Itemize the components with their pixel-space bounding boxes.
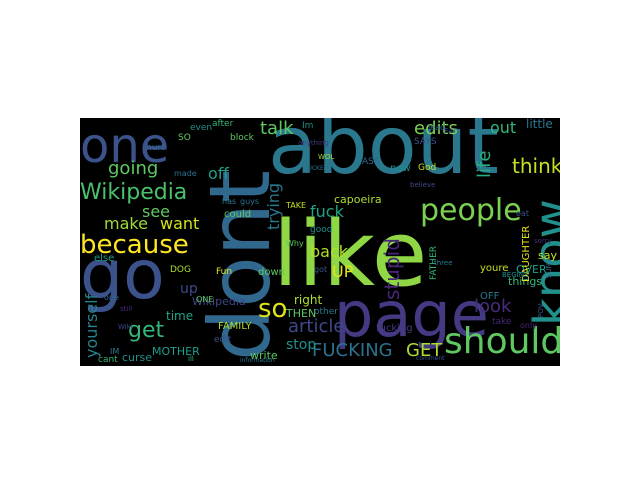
word-say: say bbox=[538, 249, 557, 262]
word-like: like bbox=[273, 202, 428, 307]
word-think: think bbox=[512, 154, 560, 178]
word-other: other bbox=[314, 307, 338, 317]
word-ass: ASS bbox=[362, 157, 380, 167]
word-page: page bbox=[334, 278, 489, 351]
word-off-caps: OFF bbox=[480, 291, 500, 302]
word-over: OVER bbox=[516, 263, 547, 276]
word-take-caps: TAKE bbox=[286, 201, 307, 210]
word-im-caps: IM bbox=[110, 347, 120, 356]
word-block: block bbox=[230, 133, 254, 143]
word-made: made bbox=[174, 169, 197, 178]
word-then: THEN bbox=[286, 307, 317, 320]
word-good: good bbox=[310, 225, 333, 235]
word-eat-caps: still bbox=[120, 305, 133, 313]
word-edit: edit bbox=[214, 335, 232, 345]
word-cant: cant bbox=[98, 355, 118, 365]
word-fuck: fuck bbox=[310, 202, 344, 221]
word-life: life bbox=[474, 150, 495, 178]
word-got: got bbox=[314, 265, 328, 274]
word-still: Wiki bbox=[118, 323, 133, 331]
word-wikipedia: Wikipedia bbox=[80, 180, 188, 205]
word-wol: Why bbox=[286, 239, 304, 248]
word-guys: guys bbox=[240, 197, 260, 206]
word-youre: youre bbox=[480, 263, 509, 274]
word-little: little bbox=[526, 118, 553, 131]
word-so: so bbox=[258, 294, 288, 324]
word-three: EAT bbox=[444, 127, 457, 135]
word-make: make bbox=[104, 214, 148, 233]
word-now: now bbox=[390, 163, 411, 174]
word-should: should bbox=[444, 321, 560, 362]
word-only: only bbox=[520, 321, 537, 330]
word-go: go bbox=[80, 236, 165, 315]
word-anything: FUCKED bbox=[304, 165, 329, 172]
word-time: time bbox=[166, 309, 194, 323]
word-cloud-canvas: like dont about page go know one should … bbox=[80, 118, 560, 366]
word-capoeira: capoeira bbox=[334, 193, 382, 206]
word-believe: believe bbox=[410, 181, 436, 189]
word-fucked: three bbox=[434, 259, 453, 267]
word-lead: lead bbox=[428, 123, 446, 132]
word-trying: trying bbox=[264, 182, 283, 230]
word-else: else bbox=[94, 253, 115, 264]
word-mother: MOTHER bbox=[152, 345, 200, 358]
word-information: comment bbox=[416, 355, 445, 362]
word-one: one bbox=[80, 118, 170, 174]
word-take: take bbox=[492, 317, 512, 327]
word-comment: ill bbox=[188, 355, 194, 363]
word-dog: DOG bbox=[170, 265, 191, 275]
word-back: back bbox=[310, 242, 349, 261]
word-yourself: yourself bbox=[82, 293, 101, 358]
word-out: out bbox=[490, 118, 517, 137]
word-edits: edits bbox=[414, 118, 458, 139]
word-write: write bbox=[250, 349, 278, 362]
word-means: information bbox=[240, 357, 275, 364]
word-after: after bbox=[212, 119, 234, 129]
word-pov: WOL bbox=[318, 153, 335, 161]
word-people: people bbox=[420, 193, 522, 228]
word-suns: POV bbox=[537, 303, 545, 318]
word-things: things bbox=[508, 275, 543, 288]
word-so-caps: SO bbox=[178, 133, 191, 143]
word-ill: anything bbox=[298, 139, 329, 147]
word-says: SAYS bbox=[414, 137, 437, 147]
word-talk: talk bbox=[260, 118, 294, 139]
word-one-caps: ONE bbox=[196, 295, 214, 304]
word-why: has bbox=[222, 197, 237, 206]
word-stop: stop bbox=[286, 337, 317, 353]
word-family: FAMILY bbox=[218, 321, 252, 332]
word-up: up bbox=[180, 281, 198, 297]
word-curse: curse bbox=[122, 351, 153, 364]
word-even: even bbox=[190, 123, 213, 133]
word-wiki: BEGINS bbox=[502, 271, 529, 279]
word-hurt: hurt bbox=[146, 143, 165, 153]
word-about: about bbox=[268, 118, 499, 192]
word-down: down bbox=[258, 267, 285, 278]
word-see: see bbox=[142, 202, 171, 221]
word-article: article bbox=[288, 316, 345, 337]
word-one-small: one bbox=[104, 293, 119, 302]
word-fucking: fucking bbox=[376, 323, 413, 334]
word-up-caps: UP bbox=[332, 262, 354, 281]
word-wikipedia-lower: Wikipedia bbox=[192, 295, 246, 308]
word-fun: Fun bbox=[216, 267, 233, 277]
word-off: off bbox=[208, 164, 229, 183]
word-begins: SUNS bbox=[545, 258, 553, 278]
word-fucking-caps: FUCKING bbox=[312, 340, 393, 361]
word-want: want bbox=[160, 214, 200, 233]
word-right: right bbox=[294, 293, 323, 307]
word-going: going bbox=[108, 158, 159, 179]
word-sorry: sorry bbox=[534, 237, 552, 245]
word-get-caps: GET bbox=[406, 340, 443, 361]
word-because: because bbox=[80, 230, 189, 260]
word-could: could bbox=[224, 209, 252, 220]
word-im-lower: Im bbox=[302, 121, 314, 131]
word-god: God bbox=[418, 163, 437, 173]
word-stupid: stupid bbox=[380, 238, 404, 300]
word-eat: eat bbox=[516, 209, 529, 218]
word-look: look bbox=[474, 296, 512, 317]
word-get: get bbox=[128, 318, 165, 343]
